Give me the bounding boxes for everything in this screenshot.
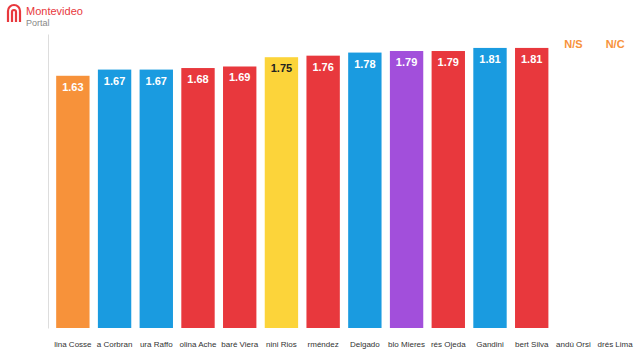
x-tick: ura Raffo (140, 334, 173, 349)
data-label: 1.78 (354, 58, 375, 70)
bar (390, 51, 423, 328)
x-tick-label: rés Ojeda (431, 340, 466, 349)
x-tick-label: baré Viera (221, 340, 258, 349)
x-tick: Delgado (350, 334, 380, 349)
bar (98, 70, 131, 328)
x-tick-label: Delgado (350, 340, 380, 349)
x-tick: lina Cosse (54, 334, 92, 349)
logo-subtext: Portal (26, 18, 50, 28)
bar (56, 76, 89, 328)
bar (473, 48, 506, 328)
x-tick: nini Rios (266, 334, 297, 349)
x-tick-label: bert Silva (515, 340, 549, 349)
data-labels: 1.63 1.67 1.67 1.68 1.69 1.75 1.76 1.78 1.79 1.79… (62, 38, 625, 93)
bar (223, 66, 256, 328)
bar (515, 48, 548, 328)
bar (181, 68, 214, 328)
x-tick: a Corbran (97, 334, 133, 349)
logo-text: Montevideo (26, 5, 83, 17)
data-label: 1.81 (479, 53, 500, 65)
data-label: 1.67 (146, 75, 167, 87)
x-tick-label: drés Lima (598, 340, 634, 349)
x-tick-label: lina Cosse (54, 340, 92, 349)
data-label: N/S (564, 38, 582, 50)
x-tick-label: a Corbran (97, 340, 133, 349)
x-tick: rés Ojeda (431, 334, 466, 349)
x-tick: Gandini (476, 334, 504, 349)
x-tick-label: rméndez (308, 340, 339, 349)
data-label: 1.68 (187, 73, 208, 85)
x-tick: bert Silva (515, 334, 549, 349)
x-tick-label: andú Orsi (556, 340, 591, 349)
x-tick: blo Mieres (388, 334, 425, 349)
data-label: 1.79 (396, 56, 417, 68)
data-label: 1.67 (104, 75, 125, 87)
data-label: N/C (606, 38, 625, 50)
data-label: 1.79 (438, 56, 459, 68)
logo: MontevideoPortal (8, 5, 83, 28)
x-tick-label: nini Rios (266, 340, 297, 349)
bar (432, 51, 465, 328)
x-tick-label: olina Ache (180, 340, 217, 349)
bars (56, 48, 548, 328)
x-tick-label: Gandini (476, 340, 504, 349)
data-label: 1.63 (62, 81, 83, 93)
x-tick: andú Orsi (556, 334, 591, 349)
chart: MontevideoPortal 1.63 1.67 1.67 1.68 1.69 1.75… (0, 0, 640, 364)
data-label: 1.76 (312, 61, 333, 73)
data-label: 1.69 (229, 71, 250, 83)
y-axis-line (48, 35, 49, 329)
bar (265, 57, 298, 328)
x-tick: drés Lima (598, 334, 634, 349)
data-label: 1.81 (521, 53, 542, 65)
data-label: 1.75 (271, 62, 292, 74)
x-tick-label: ura Raffo (140, 340, 173, 349)
x-tick: baré Viera (221, 334, 258, 349)
x-tick: olina Ache (180, 334, 217, 349)
bar (348, 53, 381, 328)
x-axis-line (53, 334, 637, 335)
x-tick: rméndez (308, 334, 339, 349)
bar (306, 56, 339, 328)
x-tick-label: blo Mieres (388, 340, 425, 349)
bar (140, 70, 173, 328)
y-axis (48, 35, 49, 329)
x-axis: lina Cosse a Corbran ura Raffo olina Ache ba… (53, 334, 637, 349)
logo-icon (8, 5, 20, 22)
